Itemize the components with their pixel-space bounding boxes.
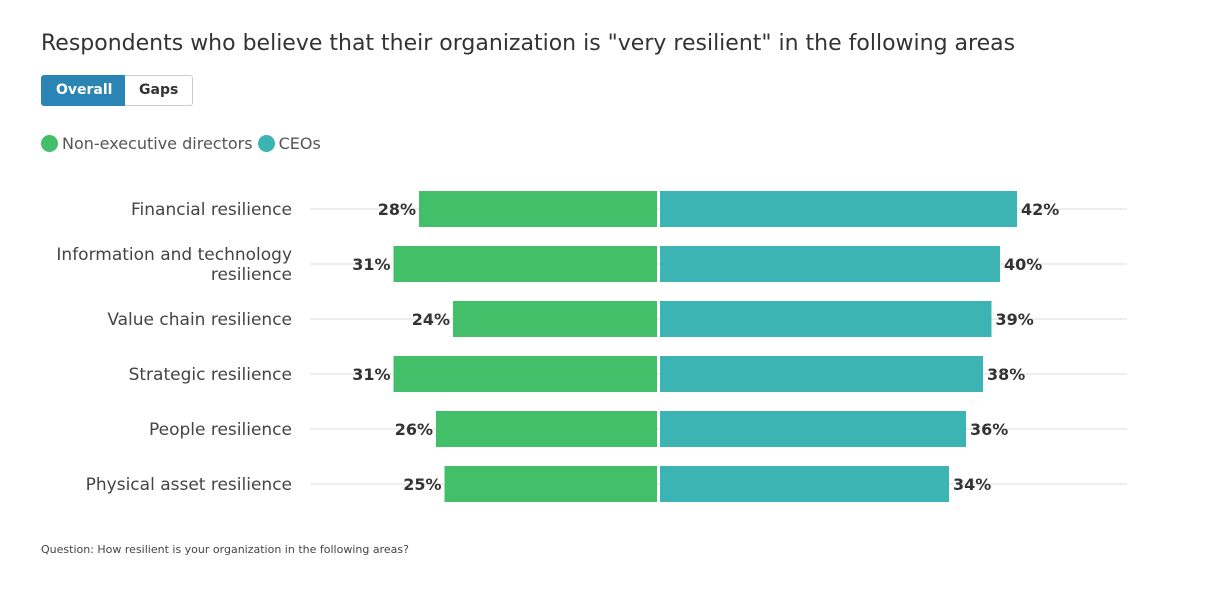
bar-ceo — [660, 301, 992, 337]
category-label: Strategic resilience — [129, 365, 292, 385]
category-label: Physical asset resilience — [86, 475, 292, 495]
legend-dot-icon — [41, 135, 58, 152]
data-label-ned: 31% — [352, 365, 390, 384]
chart-title: Respondents who believe that their organ… — [41, 31, 1016, 56]
bar-ceo — [660, 191, 1017, 227]
bar-ned — [419, 191, 657, 227]
legend-label: Non-executive directors — [62, 134, 253, 153]
overall-button[interactable]: Overall — [41, 75, 125, 106]
data-label-ceo: 39% — [996, 310, 1034, 329]
category-label: People resilience — [149, 420, 292, 440]
footnote: Question: How resilient is your organiza… — [41, 543, 409, 556]
data-label-ned: 28% — [378, 200, 416, 219]
bar-ned — [393, 246, 657, 282]
legend-item-ned[interactable]: Non-executive directors — [41, 134, 253, 153]
category-label: Financial resilience — [131, 200, 292, 220]
data-label-ceo: 40% — [1004, 255, 1042, 274]
bar-ceo — [660, 466, 949, 502]
bar-ned — [436, 411, 657, 447]
gaps-button[interactable]: Gaps — [125, 75, 193, 106]
data-label-ceo: 36% — [970, 420, 1008, 439]
category-label: Value chain resilience — [107, 310, 292, 330]
category-label: Information and technology resilience — [56, 245, 292, 285]
bar-ned — [444, 466, 657, 502]
bar-ceo — [660, 246, 1000, 282]
legend: Non-executive directors CEOs — [41, 134, 326, 153]
legend-item-ceo[interactable]: CEOs — [257, 134, 321, 153]
bar-ned — [453, 301, 657, 337]
bar-ceo — [660, 356, 983, 392]
legend-dot-icon — [257, 135, 275, 152]
data-label-ned: 24% — [412, 310, 450, 329]
legend-label: CEOs — [278, 134, 321, 153]
bar-ceo — [660, 411, 966, 447]
data-label-ned: 26% — [395, 420, 433, 439]
bar-ned — [393, 356, 657, 392]
data-label-ned: 31% — [352, 255, 390, 274]
view-toggle: Overall Gaps — [41, 75, 193, 106]
data-label-ceo: 42% — [1021, 200, 1059, 219]
data-label-ned: 25% — [403, 475, 441, 494]
data-label-ceo: 38% — [987, 365, 1025, 384]
data-label-ceo: 34% — [953, 475, 991, 494]
